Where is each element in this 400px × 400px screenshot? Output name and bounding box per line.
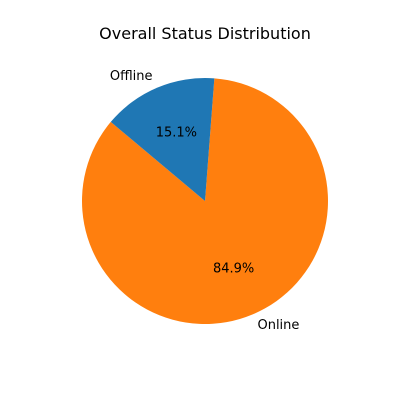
pie-slices (81, 78, 328, 324)
pie-slice-offline (110, 78, 215, 201)
pie-slice-online (81, 78, 328, 324)
pie-category-label-online: Online (257, 318, 299, 333)
pie-percent-label-offline: 15.1% (156, 125, 197, 140)
pie-category-label-offline: Offline (110, 69, 153, 84)
pie-labels: 84.9% Online 15.1% Offline (110, 69, 300, 333)
chart-title: Overall Status Distribution (99, 24, 311, 43)
pie-percent-label-online: 84.9% (213, 262, 254, 277)
